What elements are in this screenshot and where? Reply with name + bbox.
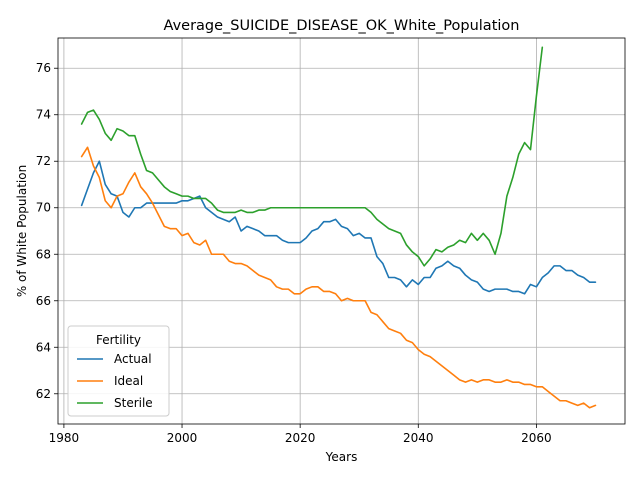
y-tick-label: 74 <box>36 108 51 122</box>
legend-box <box>67 325 170 417</box>
y-axis-label: % of White Population <box>15 165 29 297</box>
legend: Fertility Actual Ideal Sterile <box>67 325 170 417</box>
plot-frame <box>57 37 626 425</box>
x-tick-label: 2000 <box>167 431 198 445</box>
x-tick-label: 2040 <box>403 431 434 445</box>
y-tick-label: 64 <box>36 340 51 354</box>
y-tick-label: 70 <box>36 201 51 215</box>
series-line-actual <box>80 160 597 295</box>
series-layer <box>80 46 597 409</box>
legend-entries: Actual Ideal Sterile <box>77 352 153 410</box>
y-tick-label: 62 <box>36 387 51 401</box>
series-line-ideal <box>80 146 597 409</box>
legend-label-ideal: Ideal <box>114 374 143 388</box>
legend-title: Fertility <box>96 333 141 347</box>
y-tick-label: 72 <box>36 154 51 168</box>
y-tick-label: 66 <box>36 294 51 308</box>
x-tick-label: 1980 <box>49 431 80 445</box>
legend-label-actual: Actual <box>114 352 152 366</box>
legend-label-sterile: Sterile <box>114 396 153 410</box>
x-tick-label: 2060 <box>521 431 552 445</box>
x-tick-label: 2020 <box>285 431 316 445</box>
series-line-sterile <box>80 46 544 267</box>
y-tick-label: 76 <box>36 61 51 75</box>
x-axis-label: Years <box>325 450 358 464</box>
x-axis: 1980 2000 2020 2040 2060 <box>49 424 552 445</box>
y-axis: 62 64 66 68 70 72 74 76 <box>36 61 58 401</box>
y-tick-label: 68 <box>36 247 51 261</box>
chart-title: Average_SUICIDE_DISEASE_OK_White_Populat… <box>164 18 520 34</box>
